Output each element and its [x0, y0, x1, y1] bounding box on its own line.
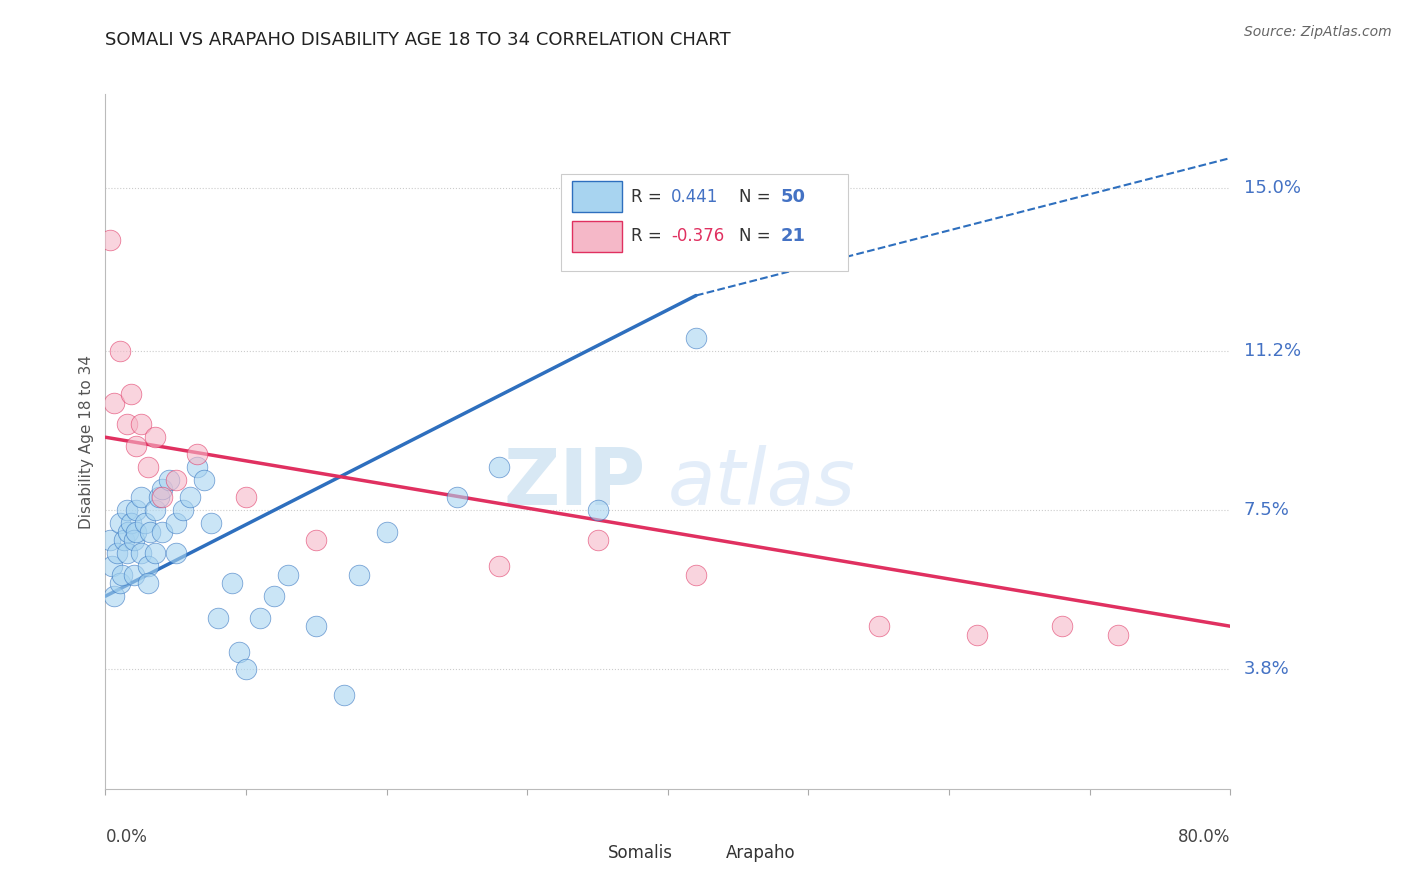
Point — [1107, 628, 1129, 642]
Y-axis label: Disability Age 18 to 34: Disability Age 18 to 34 — [79, 354, 94, 529]
Text: R =: R = — [631, 227, 666, 245]
Point — [228, 645, 250, 659]
Point — [200, 516, 222, 530]
Text: N =: N = — [738, 227, 776, 245]
Point — [120, 516, 142, 530]
Text: -0.376: -0.376 — [671, 227, 724, 245]
Point — [139, 524, 162, 539]
Point — [129, 491, 152, 505]
Text: 15.0%: 15.0% — [1244, 179, 1301, 197]
Point — [108, 516, 131, 530]
Point — [103, 589, 125, 603]
Point — [134, 516, 156, 530]
Point — [108, 576, 131, 591]
Point — [305, 619, 328, 633]
Point — [111, 567, 134, 582]
Point — [165, 473, 187, 487]
Point — [125, 503, 148, 517]
Point — [488, 460, 510, 475]
Point — [157, 473, 180, 487]
Point — [207, 610, 229, 624]
Text: R =: R = — [631, 187, 672, 206]
Text: Somalis: Somalis — [609, 844, 673, 862]
Point — [685, 331, 707, 345]
Point — [105, 546, 128, 560]
Point — [125, 524, 148, 539]
Point — [129, 417, 152, 432]
Point — [112, 533, 135, 548]
Point — [143, 503, 166, 517]
FancyBboxPatch shape — [561, 174, 848, 271]
FancyBboxPatch shape — [569, 842, 603, 863]
Point — [249, 610, 271, 624]
Point — [685, 567, 707, 582]
Point — [221, 576, 243, 591]
Point — [586, 533, 609, 548]
Point — [305, 533, 328, 548]
Point — [868, 619, 890, 633]
Point — [1050, 619, 1073, 633]
Point — [150, 491, 173, 505]
Point — [235, 491, 257, 505]
Point — [125, 439, 148, 453]
Point — [966, 628, 988, 642]
Point — [108, 344, 131, 359]
FancyBboxPatch shape — [572, 221, 621, 252]
Point — [98, 533, 121, 548]
FancyBboxPatch shape — [572, 181, 621, 212]
Point — [143, 546, 166, 560]
Text: SOMALI VS ARAPAHO DISABILITY AGE 18 TO 34 CORRELATION CHART: SOMALI VS ARAPAHO DISABILITY AGE 18 TO 3… — [105, 31, 731, 49]
Text: Source: ZipAtlas.com: Source: ZipAtlas.com — [1244, 25, 1392, 39]
Point — [115, 546, 138, 560]
Text: N =: N = — [738, 187, 776, 206]
Point — [122, 533, 145, 548]
Point — [120, 387, 142, 401]
Point — [586, 503, 609, 517]
Point — [172, 503, 194, 517]
Point — [115, 417, 138, 432]
Text: 80.0%: 80.0% — [1178, 828, 1230, 846]
Text: 3.8%: 3.8% — [1244, 660, 1289, 678]
Point — [103, 396, 125, 410]
Text: 0.0%: 0.0% — [105, 828, 148, 846]
Point — [98, 233, 121, 247]
Point — [347, 567, 370, 582]
Point — [115, 503, 138, 517]
Point — [193, 473, 215, 487]
Point — [101, 559, 124, 574]
Point — [148, 491, 170, 505]
Point — [150, 524, 173, 539]
Point — [186, 447, 208, 461]
Text: ZIP: ZIP — [503, 445, 645, 521]
Point — [488, 559, 510, 574]
Point — [122, 567, 145, 582]
Point — [446, 491, 468, 505]
Point — [136, 460, 159, 475]
Point — [179, 491, 201, 505]
Point — [150, 482, 173, 496]
Point — [165, 546, 187, 560]
Text: 7.5%: 7.5% — [1244, 501, 1289, 519]
Text: Arapaho: Arapaho — [727, 844, 796, 862]
Point — [129, 546, 152, 560]
Text: 21: 21 — [780, 227, 806, 245]
Point — [117, 524, 139, 539]
Point — [375, 524, 398, 539]
Text: 11.2%: 11.2% — [1244, 343, 1301, 360]
Point — [263, 589, 285, 603]
Point — [235, 662, 257, 676]
Point — [143, 430, 166, 444]
FancyBboxPatch shape — [688, 842, 721, 863]
Point — [277, 567, 299, 582]
Point — [186, 460, 208, 475]
Text: 0.441: 0.441 — [671, 187, 718, 206]
Text: 50: 50 — [780, 187, 806, 206]
Point — [136, 576, 159, 591]
Text: atlas: atlas — [668, 445, 856, 521]
Point — [136, 559, 159, 574]
Point — [333, 688, 356, 702]
Point — [165, 516, 187, 530]
